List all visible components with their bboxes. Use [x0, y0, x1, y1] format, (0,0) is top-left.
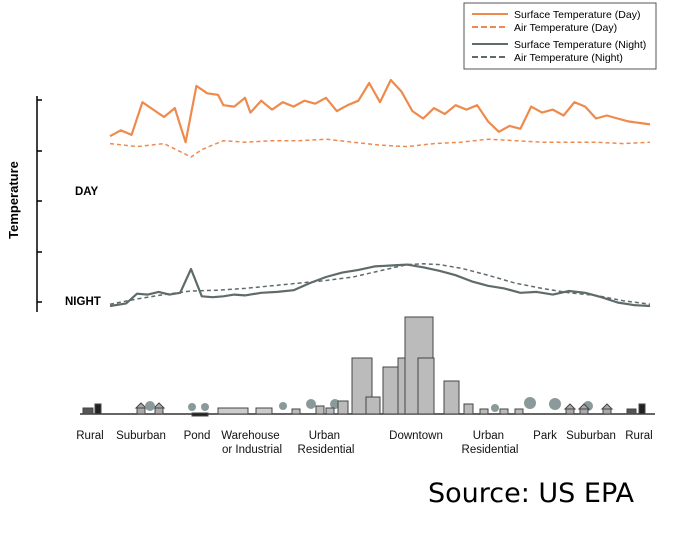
land-use-illustration	[82, 316, 646, 417]
legend-label: Air Temperature (Night)	[514, 52, 623, 64]
warehouse-buildings	[217, 407, 273, 415]
region-label-line: Residential	[462, 444, 519, 456]
region-label-rural: Rural	[76, 430, 103, 442]
region-label-urban-residential-right: Urban Residential	[462, 430, 519, 456]
region-label-line: or Industrial	[222, 444, 282, 456]
rural-buildings	[82, 403, 102, 415]
legend-label: Air Temperature (Day)	[514, 22, 617, 34]
y-axis-label: Temperature	[6, 161, 21, 239]
legend: Surface Temperature (Day) Air Temperatur…	[463, 2, 657, 70]
series-line-air-temperature-night	[109, 263, 651, 305]
source-caption: Source: US EPA	[428, 478, 634, 509]
downtown-buildings	[351, 316, 460, 415]
region-labels: Rural Suburban Pond Warehouse or Industr…	[76, 430, 652, 456]
series-layer	[109, 78, 651, 308]
urban-residential-buildings	[291, 400, 349, 415]
region-label-suburban: Suburban	[116, 430, 166, 442]
region-label-urban-residential: Urban Residential	[298, 430, 355, 456]
region-label-line: Residential	[298, 444, 355, 456]
day-marker-label: DAY	[75, 186, 99, 198]
night-marker-label: NIGHT	[65, 296, 101, 308]
legend-label: Surface Temperature (Night)	[514, 39, 646, 51]
pond	[191, 412, 209, 417]
trees	[145, 397, 593, 412]
legend-label: Surface Temperature (Day)	[514, 9, 640, 21]
region-label-park: Park	[533, 430, 557, 442]
region-label-downtown: Downtown	[389, 430, 443, 442]
urban-residential-buildings-right	[463, 403, 524, 415]
series-line-surface-temperature-night	[109, 263, 651, 308]
region-label-warehouse: Warehouse or Industrial	[221, 430, 283, 456]
suburban-houses	[134, 402, 166, 415]
region-label-rural-right: Rural	[625, 430, 652, 442]
region-label-pond: Pond	[184, 430, 211, 442]
suburban-houses-right	[563, 403, 614, 415]
region-label-line: Urban	[473, 430, 504, 442]
series-line-surface-temperature-day	[109, 78, 651, 144]
region-label-line: Warehouse	[221, 430, 279, 442]
y-axis-ticks	[37, 99, 42, 303]
rural-buildings-right	[626, 403, 646, 415]
series-line-air-temperature-day	[109, 138, 651, 158]
region-label-suburban-right: Suburban	[566, 430, 616, 442]
region-label-line: Urban	[309, 430, 340, 442]
